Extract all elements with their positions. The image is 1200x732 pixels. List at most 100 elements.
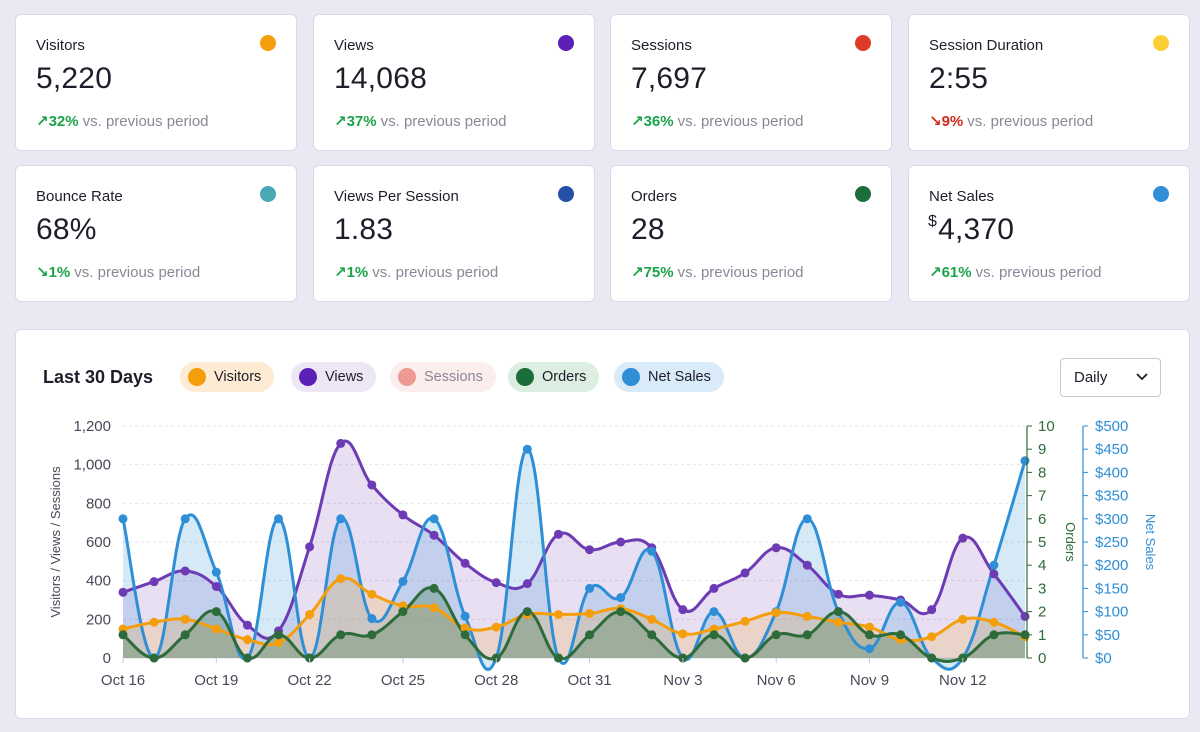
kpi-value: 28 bbox=[631, 213, 665, 246]
y-tick-left: 600 bbox=[86, 534, 111, 551]
kpi-card-session-duration[interactable]: Session Duration 2:55 ↘9% vs. previous pe… bbox=[908, 14, 1190, 151]
series-color-dot bbox=[260, 186, 276, 202]
point-orders bbox=[367, 630, 377, 640]
kpi-card-net-sales[interactable]: Net Sales $4,370 ↗61% vs. previous period bbox=[908, 165, 1190, 302]
point-visitors bbox=[180, 614, 190, 624]
kpi-title: Visitors bbox=[36, 37, 85, 54]
point-orders bbox=[398, 607, 408, 617]
point-orders bbox=[709, 630, 719, 640]
kpi-card-sessions[interactable]: Sessions 7,697 ↗36% vs. previous period bbox=[610, 14, 892, 151]
point-net-sales bbox=[118, 514, 128, 524]
point-views bbox=[553, 529, 563, 539]
point-visitors bbox=[989, 617, 999, 627]
y-axis-label-sales: Net Sales bbox=[1143, 514, 1158, 571]
series-color-dot bbox=[558, 186, 574, 202]
legend-dot bbox=[299, 368, 317, 386]
point-visitors bbox=[242, 635, 252, 645]
point-visitors bbox=[647, 614, 657, 624]
y-tick-sales: $150 bbox=[1095, 580, 1128, 597]
point-orders bbox=[274, 630, 284, 640]
kpi-title: Net Sales bbox=[929, 188, 995, 205]
y-tick-sales: $500 bbox=[1095, 418, 1128, 435]
legend-dot bbox=[622, 368, 640, 386]
series-color-dot bbox=[1153, 186, 1169, 202]
point-views bbox=[802, 560, 812, 570]
trend-up-icon: ↗ bbox=[334, 264, 347, 281]
y-tick-orders: 9 bbox=[1038, 441, 1046, 458]
legend-toggle-sessions[interactable]: Sessions bbox=[390, 362, 496, 392]
y-tick-orders: 7 bbox=[1038, 488, 1046, 505]
y-tick-sales: $250 bbox=[1095, 534, 1128, 551]
line-net-sales bbox=[121, 447, 1027, 671]
line-chart: 0 200 400 600 800 1,000 1,200 Visitors / Views … bbox=[48, 418, 1158, 689]
x-tick-label: Nov 12 bbox=[939, 672, 987, 689]
y-tick-orders: 4 bbox=[1038, 557, 1046, 574]
y-tick-sales: $400 bbox=[1095, 464, 1128, 481]
point-orders bbox=[336, 630, 346, 640]
point-visitors bbox=[585, 609, 595, 619]
y-tick-orders: 0 bbox=[1038, 650, 1046, 667]
kpi-card-views-per-session[interactable]: Views Per Session 1.83 ↗1% vs. previous p… bbox=[313, 165, 595, 302]
chart-title: Last 30 Days bbox=[43, 367, 154, 387]
kpi-title: Views bbox=[334, 37, 374, 54]
point-visitors bbox=[678, 629, 688, 639]
currency-symbol: $ bbox=[928, 213, 938, 230]
kpi-title: Orders bbox=[631, 188, 677, 205]
point-net-sales bbox=[709, 607, 719, 617]
trend-up-icon: ↗ bbox=[36, 113, 49, 130]
kpi-card-orders[interactable]: Orders 28 ↗75% vs. previous period bbox=[610, 165, 892, 302]
point-net-sales bbox=[989, 560, 999, 570]
point-net-sales bbox=[429, 514, 439, 524]
trend-up-icon: ↗ bbox=[631, 264, 644, 281]
point-views bbox=[927, 605, 937, 615]
point-orders bbox=[896, 630, 906, 640]
area-visitors bbox=[123, 577, 1025, 658]
range-select[interactable]: Daily bbox=[1060, 358, 1161, 397]
point-orders bbox=[833, 607, 843, 617]
point-views bbox=[180, 566, 190, 576]
y-tick-orders: 3 bbox=[1038, 580, 1046, 597]
y-tick-sales: $50 bbox=[1095, 627, 1120, 644]
chart-panel: Last 30 Days Visitors Views Sessions Ord… bbox=[15, 329, 1190, 719]
point-visitors bbox=[802, 611, 812, 621]
point-net-sales bbox=[274, 514, 284, 524]
kpi-title: Bounce Rate bbox=[36, 188, 123, 205]
point-orders bbox=[522, 607, 532, 617]
point-orders bbox=[211, 607, 221, 617]
kpi-value: $4,370 bbox=[928, 213, 1015, 246]
y-tick-orders: 6 bbox=[1038, 511, 1046, 528]
point-net-sales bbox=[647, 546, 657, 556]
point-visitors bbox=[336, 574, 346, 584]
legend-toggle-orders[interactable]: Orders bbox=[508, 362, 600, 392]
point-net-sales bbox=[367, 614, 377, 624]
kpi-card-views[interactable]: Views 14,068 ↗37% vs. previous period bbox=[313, 14, 595, 151]
point-views bbox=[211, 581, 221, 591]
point-views bbox=[833, 589, 843, 599]
y-tick-sales: $200 bbox=[1095, 557, 1128, 574]
point-visitors bbox=[864, 622, 874, 632]
chevron-down-icon bbox=[1136, 373, 1148, 381]
y-tick-left: 1,000 bbox=[73, 457, 111, 474]
point-net-sales bbox=[864, 644, 874, 654]
point-visitors bbox=[149, 617, 159, 627]
legend-toggle-views[interactable]: Views bbox=[291, 362, 377, 392]
legend-toggle-visitors[interactable]: Visitors bbox=[180, 362, 275, 392]
point-views bbox=[1020, 611, 1030, 621]
kpi-card-bounce-rate[interactable]: Bounce Rate 68% ↘1% vs. previous period bbox=[15, 165, 297, 302]
point-views bbox=[585, 545, 595, 555]
point-views bbox=[367, 480, 377, 490]
legend-toggle-net-sales[interactable]: Net Sales bbox=[614, 362, 724, 392]
point-visitors bbox=[927, 632, 937, 642]
point-views bbox=[398, 510, 408, 520]
y-axis-label-orders: Orders bbox=[1063, 522, 1078, 562]
point-visitors bbox=[958, 614, 968, 624]
kpi-delta: ↗61% vs. previous period bbox=[929, 264, 1102, 281]
kpi-delta: ↗75% vs. previous period bbox=[631, 264, 804, 281]
kpi-card-visitors[interactable]: Visitors 5,220 ↗32% vs. previous period bbox=[15, 14, 297, 151]
x-tick-label: Oct 19 bbox=[194, 672, 238, 689]
point-views bbox=[336, 438, 346, 448]
point-views bbox=[491, 578, 501, 588]
point-visitors bbox=[211, 624, 221, 634]
point-visitors bbox=[740, 616, 750, 626]
point-visitors bbox=[491, 622, 501, 632]
